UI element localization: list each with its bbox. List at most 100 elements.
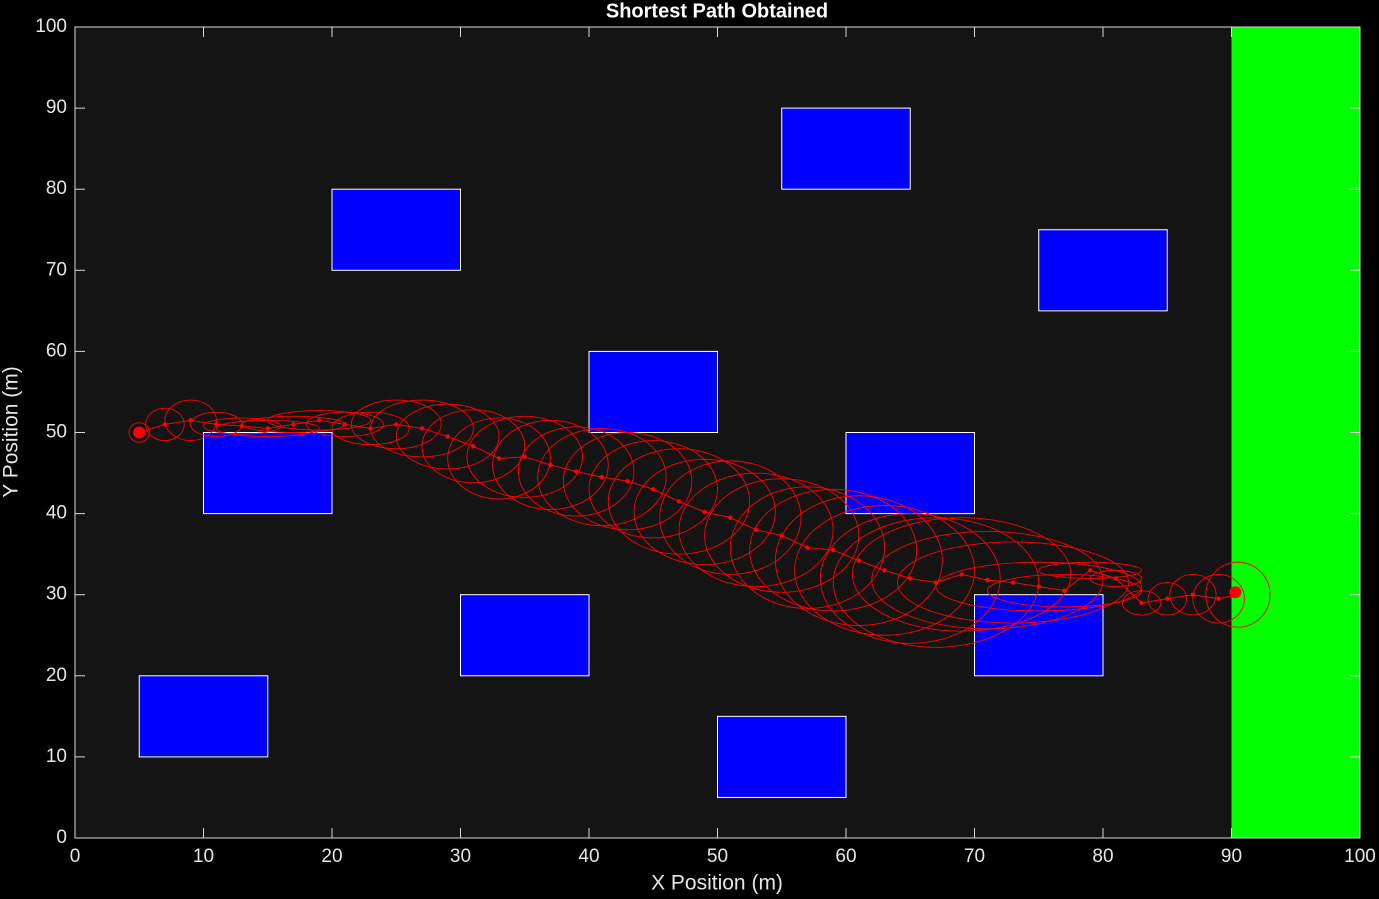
path-point [394, 422, 399, 427]
x-tick-label: 10 [193, 846, 214, 867]
uncertainty-ellipse [832, 517, 1040, 648]
uncertainty-ellipse [395, 403, 500, 470]
path-point [599, 474, 605, 480]
path-point [162, 422, 168, 427]
y-axis-label: Y Position (m) [0, 366, 23, 498]
path-point [1165, 596, 1170, 601]
obstacle [460, 594, 590, 677]
path-point [856, 558, 862, 563]
x-tick-label: 100 [1344, 846, 1376, 867]
obstacle [588, 350, 718, 433]
path-point [676, 499, 682, 504]
path-point [779, 533, 784, 538]
y-tick-label: 90 [46, 97, 67, 118]
path-point [419, 426, 425, 431]
uncertainty-ellipse [588, 440, 718, 539]
y-tick-label: 0 [56, 827, 67, 848]
path-point [214, 422, 219, 427]
uncertainty-ellipse [633, 458, 776, 566]
y-tick-label: 10 [46, 746, 67, 767]
path-line [139, 419, 1239, 604]
x-tick-label: 90 [1221, 846, 1242, 867]
path-point [830, 547, 836, 553]
uncertainty-ellipse [421, 409, 526, 484]
path-point [496, 456, 502, 461]
y-tick-label: 30 [46, 584, 67, 605]
path-point [1139, 600, 1144, 606]
path-point [188, 418, 193, 423]
uncertainty-ellipse [562, 432, 693, 531]
uncertainty-ellipse [1192, 573, 1245, 624]
x-axis-label: X Position (m) [651, 872, 783, 895]
uncertainty-ellipse [871, 530, 1104, 630]
path-point [959, 572, 964, 577]
y-tick-label: 20 [46, 665, 67, 686]
uncertainty-ellipse [1169, 573, 1217, 616]
x-tick-label: 70 [964, 846, 985, 867]
goal-region [1231, 27, 1360, 838]
y-tick-label: 100 [35, 16, 67, 37]
path-point [316, 418, 322, 423]
path-point [1087, 568, 1093, 573]
path-point [753, 527, 759, 533]
obstacle [717, 715, 847, 798]
uncertainty-ellipse [896, 541, 1130, 624]
uncertainty-ellipse [466, 415, 584, 498]
uncertainty-ellipse [128, 422, 150, 443]
uncertainty-ellipse [607, 448, 751, 555]
uncertainty-ellipse [447, 417, 551, 500]
uncertainty-ellipse [517, 426, 635, 517]
path-point [573, 469, 579, 474]
obstacle [781, 107, 911, 190]
x-tick-label: 0 [70, 846, 81, 867]
path-point [728, 515, 733, 520]
uncertainty-ellipse [267, 410, 372, 431]
path-point [1036, 584, 1041, 589]
y-tick-label: 70 [46, 259, 67, 280]
uncertainty-ellipse [1205, 561, 1271, 628]
path-point [625, 478, 630, 484]
obstacle [331, 188, 461, 271]
uncertainty-ellipse [704, 478, 860, 593]
uncertainty-ellipse [1121, 590, 1162, 616]
path-point [651, 487, 656, 492]
uncertainty-ellipse [659, 460, 802, 575]
x-tick-label: 40 [578, 846, 599, 867]
path-point [445, 434, 450, 439]
path-point [1216, 596, 1221, 601]
path-point [548, 462, 553, 468]
x-tick-label: 60 [835, 846, 856, 867]
path-point [291, 422, 296, 427]
y-tick-label: 50 [46, 422, 67, 443]
uncertainty-ellipse [145, 407, 185, 442]
uncertainty-ellipse [305, 411, 384, 438]
uncertainty-ellipse [819, 513, 1001, 644]
uncertainty-ellipse [492, 419, 609, 510]
path-point [368, 426, 373, 431]
path-point [1190, 592, 1196, 597]
y-tick-label: 60 [46, 340, 67, 361]
obstacle [138, 675, 269, 758]
uncertainty-ellipse [1147, 582, 1187, 616]
path-point [1113, 576, 1119, 581]
path-point [471, 444, 476, 449]
obstacle [1038, 229, 1168, 312]
path-point [522, 454, 527, 460]
path-point [1062, 588, 1067, 593]
path-point [239, 423, 245, 429]
obstacle [203, 432, 333, 515]
path-point [908, 576, 913, 581]
path-point [882, 568, 887, 573]
x-tick-label: 80 [1092, 846, 1113, 867]
x-tick-label: 20 [321, 846, 342, 867]
uncertainty-ellipse [794, 505, 975, 636]
uncertainty-ellipse [678, 472, 834, 588]
y-tick-label: 40 [46, 503, 67, 524]
path-point [933, 580, 939, 585]
uncertainty-ellipse [1089, 569, 1143, 588]
path-point [1010, 580, 1016, 585]
x-tick-label: 30 [450, 846, 471, 867]
path-point [702, 509, 707, 515]
